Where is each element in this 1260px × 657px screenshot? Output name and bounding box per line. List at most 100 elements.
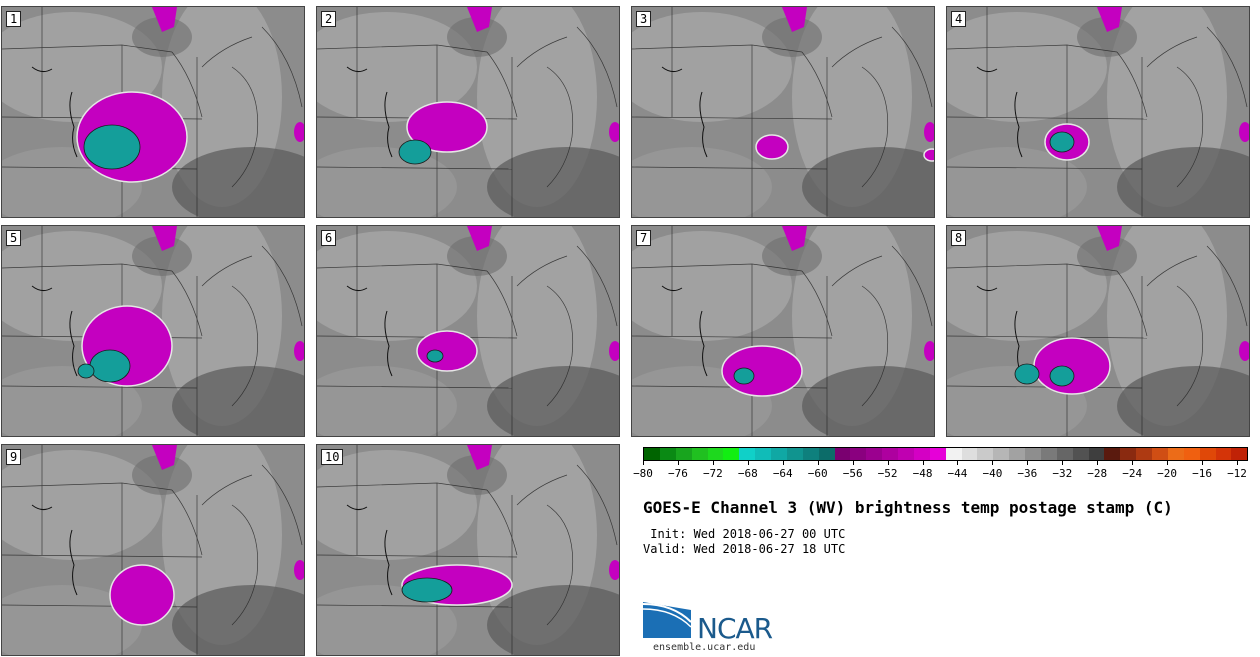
colorbar-segment (755, 448, 771, 460)
tick-mark (1167, 461, 1169, 465)
tick-mark (922, 461, 924, 465)
colorbar-segment (675, 448, 692, 460)
colorbar-segment (993, 448, 1010, 460)
colorbar-segment (644, 448, 660, 460)
colorbar-segment (1104, 448, 1121, 460)
tick-mark (782, 461, 784, 465)
colorbar-segment (1199, 448, 1216, 460)
map-icon (947, 226, 1249, 436)
tick-label: −60 (807, 467, 828, 480)
colorbar-segment (1231, 448, 1248, 460)
colorbar-segment (1025, 448, 1041, 460)
panel-number-label: 6 (321, 230, 337, 246)
tick-label: −12 (1227, 467, 1247, 480)
map-icon (317, 226, 619, 436)
tick-label: −16 (1192, 467, 1212, 480)
colorbar (643, 447, 1248, 461)
colorbar-segment (723, 448, 740, 460)
tick-mark (957, 461, 959, 465)
stamp-panel-2: 2 (316, 6, 620, 218)
colorbar-segment (707, 448, 724, 460)
tick-label: −76 (668, 467, 688, 480)
colorbar-segment (850, 448, 867, 460)
stamp-panel-7: 7 (631, 225, 935, 437)
tick-mark (992, 461, 994, 465)
colorbar-segment (1072, 448, 1089, 460)
tick-mark (1097, 461, 1099, 465)
colorbar-segment (961, 448, 978, 460)
stamp-panel-8: 8 (946, 225, 1250, 437)
panel-number-label: 7 (636, 230, 652, 246)
map-icon (632, 226, 934, 436)
colorbar-segment (1009, 448, 1025, 460)
tick-label: −24 (1122, 467, 1143, 480)
tick-label: −80 (633, 467, 653, 480)
colorbar-segment (786, 448, 803, 460)
colorbar-segment (739, 448, 756, 460)
tick-label: −28 (1087, 467, 1108, 480)
colorbar-segment (1152, 448, 1168, 460)
colorbar-segment (771, 448, 787, 460)
colorbar-segment (834, 448, 851, 460)
stamp-panel-1: 1 (1, 6, 305, 218)
panel-number-label: 8 (951, 230, 967, 246)
colorbar-segment (1088, 448, 1105, 460)
colorbar-segment (659, 448, 676, 460)
tick-label: −52 (877, 467, 898, 480)
colorbar-segment (691, 448, 708, 460)
tick-mark (643, 461, 644, 465)
tick-mark (1062, 461, 1064, 465)
colorbar-segment (1167, 448, 1184, 460)
tick-mark (817, 461, 819, 465)
tick-mark (1132, 461, 1134, 465)
stamp-panel-10: 10 (316, 444, 620, 656)
map-icon (947, 7, 1249, 217)
colorbar-segment (1215, 448, 1232, 460)
panel-number-label: 5 (6, 230, 22, 246)
tick-mark (1027, 461, 1029, 465)
map-icon (2, 445, 304, 655)
tick-mark (747, 461, 749, 465)
tick-mark (887, 461, 889, 465)
tick-mark (1237, 461, 1238, 465)
ncar-logo-icon (643, 602, 692, 638)
map-icon (2, 226, 304, 436)
tick-label: −40 (982, 467, 1003, 480)
tick-mark (677, 461, 679, 465)
tick-label: −68 (737, 467, 758, 480)
tick-mark (852, 461, 854, 465)
figure-title: GOES-E Channel 3 (WV) brightness temp po… (643, 498, 1173, 517)
colorbar-segment (882, 448, 898, 460)
colorbar-segment (1120, 448, 1137, 460)
tick-label: −48 (912, 467, 933, 480)
colorbar-ticks: −80 −76 −72 −68 −64 −60 −56 −52 −48 −44 −40 −36 −32 −… (633, 461, 1248, 481)
map-icon (632, 7, 934, 217)
colorbar-segment (1183, 448, 1200, 460)
panel-number-label: 4 (951, 11, 967, 27)
colorbar-segment (1136, 448, 1152, 460)
stamp-panel-6: 6 (316, 225, 620, 437)
init-time: Init: Wed 2018-06-27 00 UTC (643, 527, 846, 541)
colorbar-segment (977, 448, 994, 460)
colorbar-segment (1056, 448, 1073, 460)
map-icon (317, 7, 619, 217)
tick-label: −56 (842, 467, 863, 480)
panel-number-label: 10 (321, 449, 344, 465)
stamp-panel-9: 9 (1, 444, 305, 656)
colorbar-segment (802, 448, 819, 460)
logo-url: ensemble.ucar.edu (653, 642, 756, 653)
colorbar-segment (898, 448, 914, 460)
map-icon (2, 7, 304, 217)
tick-label: −64 (772, 467, 793, 480)
stamp-panel-3: 3 (631, 6, 935, 218)
colorbar-segment (945, 448, 962, 460)
tick-label: −36 (1017, 467, 1038, 480)
stamp-panel-5: 5 (1, 225, 305, 437)
logo-text: NCAR (697, 612, 773, 645)
panel-number-label: 1 (6, 11, 22, 27)
tick-label: −20 (1157, 467, 1178, 480)
colorbar-segment (913, 448, 930, 460)
colorbar-segment (818, 448, 835, 460)
panel-number-label: 9 (6, 449, 22, 465)
colorbar-segment (1040, 448, 1057, 460)
